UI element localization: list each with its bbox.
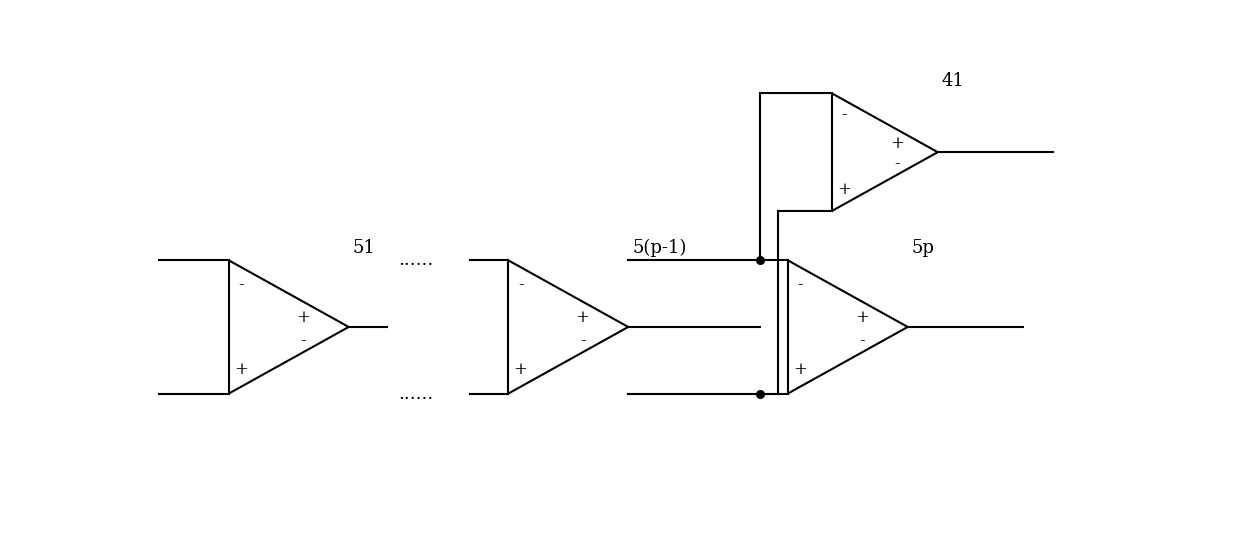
Text: -: - (860, 332, 865, 349)
Text: -: - (798, 276, 803, 293)
Text: +: + (855, 309, 869, 326)
Text: -: - (841, 106, 846, 123)
Text: +: + (576, 309, 590, 326)
Text: -: - (518, 276, 523, 293)
Text: 5p: 5p (912, 239, 934, 257)
Text: ......: ...... (398, 385, 434, 402)
Text: 5(p-1): 5(p-1) (632, 239, 686, 257)
Text: +: + (838, 181, 851, 198)
Text: +: + (793, 361, 807, 378)
Text: +: + (296, 309, 310, 326)
Text: -: - (238, 276, 244, 293)
Text: 51: 51 (353, 239, 375, 257)
Text: -: - (300, 332, 306, 349)
Text: -: - (895, 155, 901, 172)
Text: 41: 41 (942, 72, 964, 90)
Text: +: + (514, 361, 528, 378)
Text: ......: ...... (398, 252, 434, 269)
Text: +: + (234, 361, 248, 378)
Text: -: - (580, 332, 586, 349)
Text: +: + (891, 135, 904, 153)
